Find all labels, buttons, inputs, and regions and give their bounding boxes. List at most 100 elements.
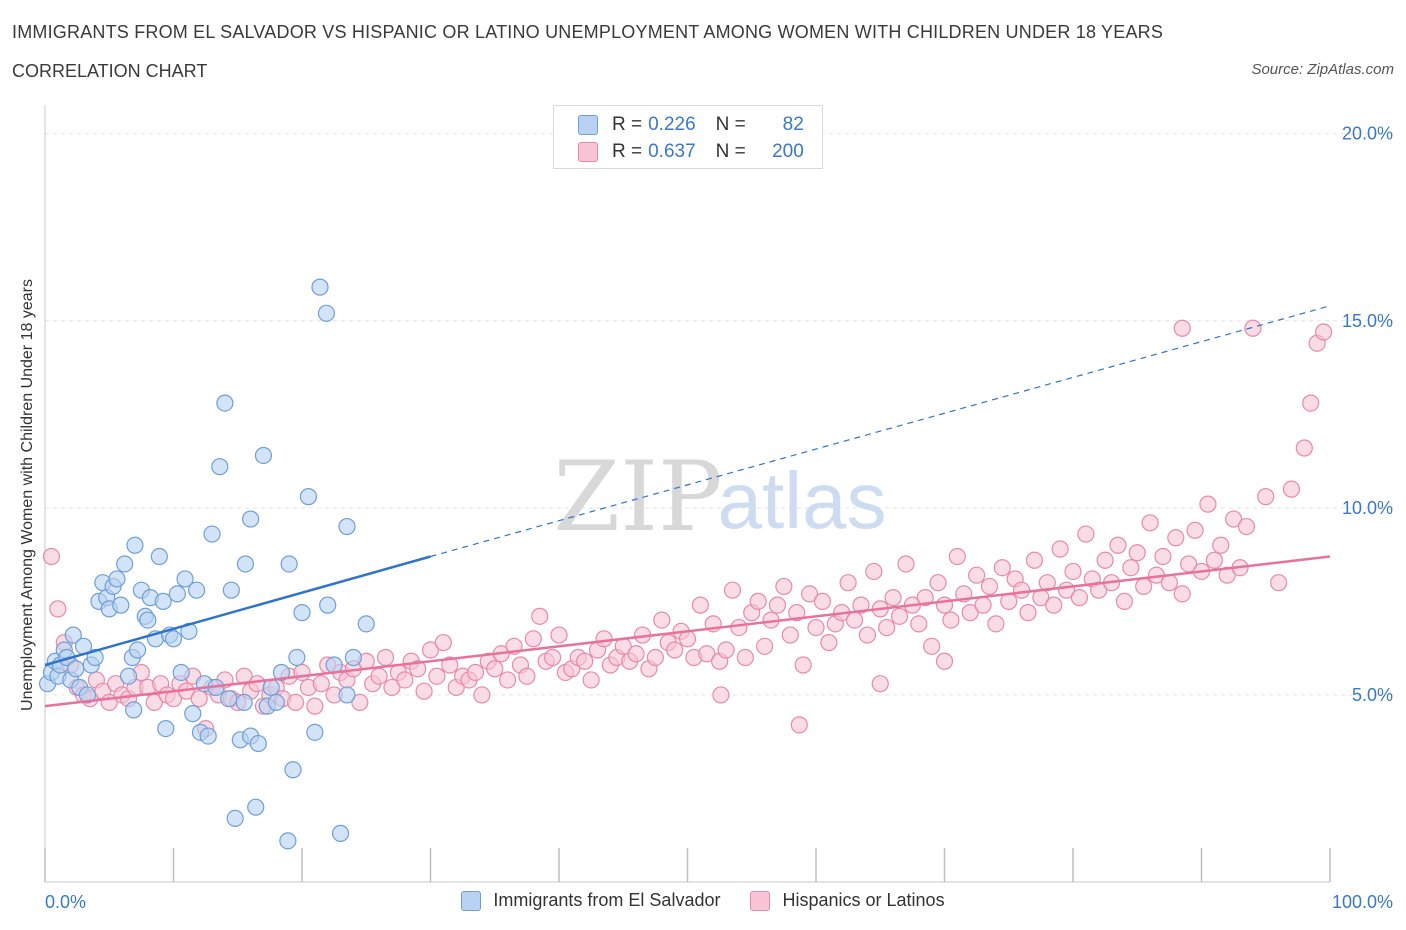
data-point-hispanics xyxy=(396,671,414,689)
data-point-el-salvador xyxy=(279,832,297,850)
data-point-hispanics xyxy=(576,652,594,670)
data-point-el-salvador xyxy=(139,611,157,629)
data-point-hispanics xyxy=(884,589,902,607)
data-point-hispanics xyxy=(1019,604,1037,622)
y-tick-label: 10.0% xyxy=(1342,498,1393,518)
data-point-hispanics xyxy=(441,656,459,674)
data-point-hispanics xyxy=(42,547,61,566)
data-point-hispanics xyxy=(790,716,808,734)
series-el-salvador-points xyxy=(38,278,375,850)
data-point-el-salvador xyxy=(247,798,265,816)
data-point-hispanics xyxy=(1141,514,1159,532)
data-point-hispanics xyxy=(890,607,909,625)
data-point-hispanics xyxy=(839,574,857,592)
data-point-hispanics xyxy=(1122,559,1140,577)
data-point-hispanics xyxy=(1109,536,1127,554)
data-point-el-salvador xyxy=(188,581,206,599)
data-point-hispanics xyxy=(627,645,645,663)
legend-label: Immigrants from El Salvador xyxy=(493,890,721,910)
data-point-hispanics xyxy=(929,574,947,592)
data-point-hispanics xyxy=(1051,540,1069,558)
data-point-el-salvador xyxy=(64,626,82,644)
data-point-el-salvador xyxy=(211,458,229,476)
data-point-hispanics xyxy=(1070,589,1089,607)
data-point-el-salvador xyxy=(331,824,350,842)
data-point-el-salvador xyxy=(319,596,337,614)
data-point-hispanics xyxy=(897,555,915,573)
data-point-hispanics xyxy=(1167,529,1185,547)
legend-n-label: N = xyxy=(715,114,746,135)
data-point-el-salvador xyxy=(344,648,362,667)
data-point-hispanics xyxy=(1212,536,1230,554)
data-point-el-salvador xyxy=(216,394,234,412)
data-point-hispanics xyxy=(434,633,452,652)
data-point-hispanics xyxy=(813,592,832,610)
data-point-el-salvador xyxy=(299,488,318,506)
data-point-el-salvador xyxy=(267,693,285,712)
data-point-hispanics xyxy=(916,589,934,607)
chart-title: IMMIGRANTS FROM EL SALVADOR VS HISPANIC … xyxy=(12,22,1164,42)
data-point-hispanics xyxy=(987,615,1005,633)
data-point-el-salvador xyxy=(357,615,375,633)
data-point-hispanics xyxy=(531,607,549,625)
data-point-hispanics xyxy=(582,671,600,689)
data-point-hispanics xyxy=(1257,488,1275,506)
data-point-hispanics xyxy=(942,611,960,629)
data-point-hispanics xyxy=(1077,525,1095,543)
data-point-hispanics xyxy=(421,641,440,659)
data-point-hispanics xyxy=(1244,319,1262,337)
data-point-hispanics xyxy=(1218,566,1236,584)
correlation-legend: R = 0.226 N = 82 R = 0.637 N = 200 xyxy=(553,105,823,169)
data-point-hispanics xyxy=(646,648,664,667)
data-point-hispanics xyxy=(351,693,369,712)
legend-swatch-blue xyxy=(461,890,482,911)
data-point-hispanics xyxy=(1186,521,1204,539)
data-point-el-salvador xyxy=(236,555,255,573)
data-point-hispanics xyxy=(717,641,735,659)
data-point-el-salvador xyxy=(338,686,356,704)
data-point-hispanics xyxy=(1205,551,1223,569)
watermark-atlas: atlas xyxy=(718,456,887,545)
data-point-hispanics xyxy=(980,577,999,596)
data-point-el-salvador xyxy=(280,555,298,573)
data-point-hispanics xyxy=(788,604,806,622)
data-point-hispanics xyxy=(712,686,730,704)
data-point-hispanics xyxy=(415,682,433,700)
data-point-hispanics xyxy=(1282,480,1301,498)
data-point-hispanics xyxy=(1090,581,1108,599)
data-point-hispanics xyxy=(1045,596,1063,614)
data-point-hispanics xyxy=(1302,394,1320,412)
legend-row-hispanics: R = 0.637 N = 200 xyxy=(578,140,804,164)
data-point-hispanics xyxy=(698,645,716,663)
data-point-el-salvador xyxy=(154,592,172,610)
data-point-hispanics xyxy=(1025,551,1044,569)
data-point-hispanics xyxy=(968,566,986,584)
data-point-hispanics xyxy=(1096,551,1114,569)
legend-swatch-pink xyxy=(750,890,771,911)
data-point-hispanics xyxy=(286,693,305,712)
data-point-el-salvador xyxy=(338,517,356,536)
data-point-hispanics xyxy=(1012,581,1031,599)
data-point-el-salvador xyxy=(288,648,306,667)
trend-line-el-salvador xyxy=(44,555,431,667)
data-point-hispanics xyxy=(749,592,767,610)
data-point-hispanics xyxy=(691,596,709,614)
data-point-el-salvador xyxy=(112,596,130,614)
data-point-hispanics xyxy=(878,618,896,637)
source-label: Source: ZipAtlas.com xyxy=(1251,61,1394,78)
data-point-el-salvador xyxy=(157,719,175,738)
legend-item-el-salvador[interactable]: Immigrants from El Salvador xyxy=(461,890,720,911)
legend-r-value: 0.637 xyxy=(648,141,696,162)
data-point-hispanics xyxy=(1135,577,1153,596)
data-point-hispanics xyxy=(1295,439,1313,457)
data-point-hispanics xyxy=(376,648,395,667)
data-point-el-salvador xyxy=(203,525,221,543)
data-point-hispanics xyxy=(775,577,793,596)
legend-item-hispanics[interactable]: Hispanics or Latinos xyxy=(750,890,945,911)
data-point-hispanics xyxy=(820,633,838,652)
data-point-el-salvador xyxy=(254,446,273,465)
data-point-hispanics xyxy=(370,667,388,685)
data-point-el-salvador xyxy=(128,641,147,659)
y-tick-label: 15.0% xyxy=(1342,311,1393,331)
data-point-el-salvador xyxy=(176,570,194,588)
